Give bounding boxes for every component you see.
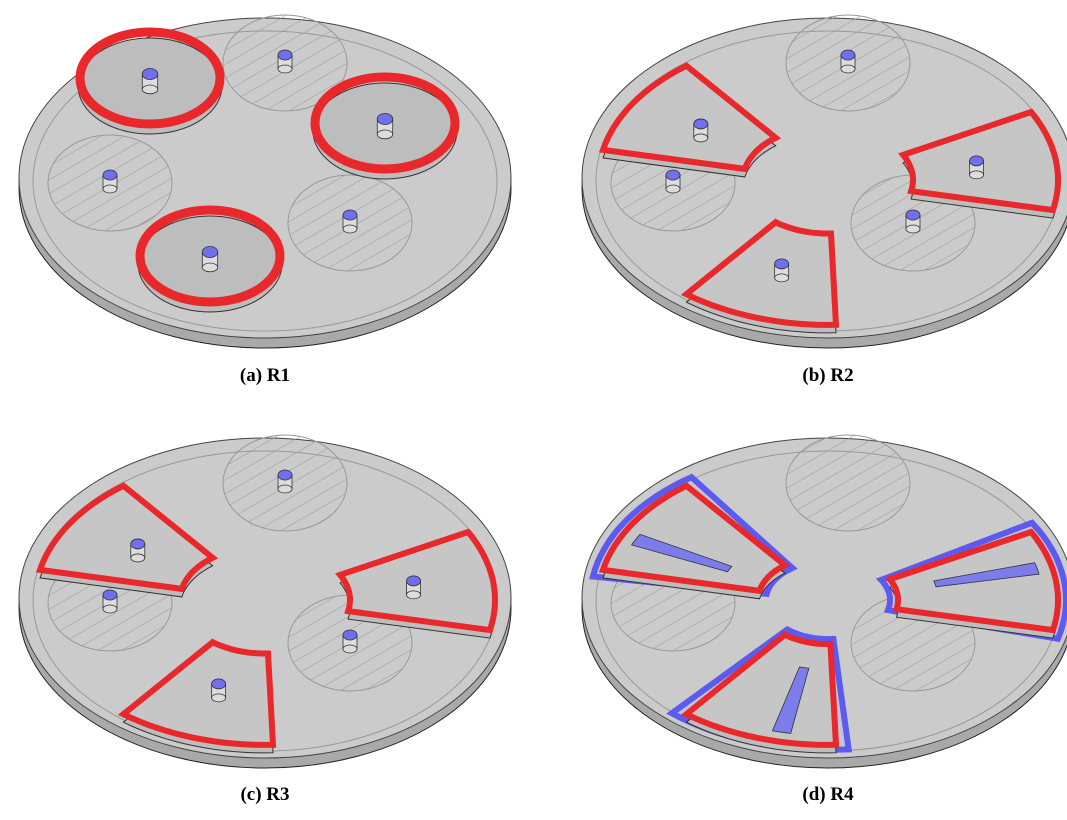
red-sector (598, 482, 791, 595)
caption-name: R3 (266, 784, 289, 805)
pin-bottom (141, 84, 159, 95)
red-sector (680, 631, 840, 748)
pin-bottom (665, 184, 681, 194)
pin-bottom (277, 484, 293, 494)
caption-label: (c) (240, 784, 261, 805)
pin-top (342, 209, 358, 221)
red-sector (117, 638, 277, 748)
pin-top (211, 678, 227, 690)
pin-top (277, 49, 293, 61)
pin-bottom (905, 224, 921, 234)
caption: (d) R4 (802, 784, 854, 805)
hatched-well (785, 434, 911, 532)
pin-top (376, 113, 394, 125)
caption: (c) R3 (240, 784, 289, 805)
blue-wedge (771, 666, 810, 734)
caption: (b) R2 (802, 365, 853, 386)
caption-name: R2 (830, 365, 853, 386)
caption-label: (b) (802, 365, 825, 386)
pin-bottom (211, 693, 227, 703)
pin-bottom (376, 129, 394, 140)
pin-bottom (277, 64, 293, 74)
pin-top (969, 155, 984, 167)
pin-bottom (840, 64, 856, 74)
pin-top (840, 49, 856, 61)
red-sector (35, 482, 219, 593)
blue-wedge (630, 533, 733, 573)
pin-bottom (102, 184, 118, 194)
caption-label: (d) (802, 784, 825, 805)
pin-bottom (201, 262, 219, 273)
red-sector (598, 62, 782, 173)
blue-wedge (933, 562, 1040, 588)
pin-top (130, 538, 146, 550)
caption-name: R1 (267, 365, 290, 386)
caption-label: (a) (240, 365, 262, 386)
caption-name: R4 (830, 784, 854, 805)
pin-top (905, 209, 921, 221)
panel-image (18, 434, 512, 769)
pin-top (406, 575, 421, 587)
pin-bottom (102, 604, 118, 614)
caption: (a) R1 (240, 365, 290, 386)
panel-image (18, 14, 512, 349)
pin-top (102, 169, 118, 181)
pin-top (141, 68, 159, 80)
pin-bottom (774, 273, 790, 283)
pin-top (277, 469, 293, 481)
pin-bottom (130, 553, 146, 563)
red-ring (135, 205, 285, 307)
panel-image (581, 434, 1067, 769)
pin-bottom (342, 644, 358, 654)
red-ring (310, 72, 460, 174)
pin-top (201, 246, 219, 258)
pin-bottom (693, 133, 709, 143)
pin-top (774, 258, 790, 270)
pin-bottom (406, 590, 421, 600)
pin-bottom (342, 224, 358, 234)
pin-top (693, 118, 709, 130)
red-sector (680, 218, 840, 328)
panels (18, 14, 1067, 769)
pin-top (102, 589, 118, 601)
pin-top (665, 169, 681, 181)
pin-bottom (969, 170, 984, 180)
pin-top (342, 629, 358, 641)
red-ring (75, 27, 225, 129)
panel-image (581, 14, 1067, 349)
